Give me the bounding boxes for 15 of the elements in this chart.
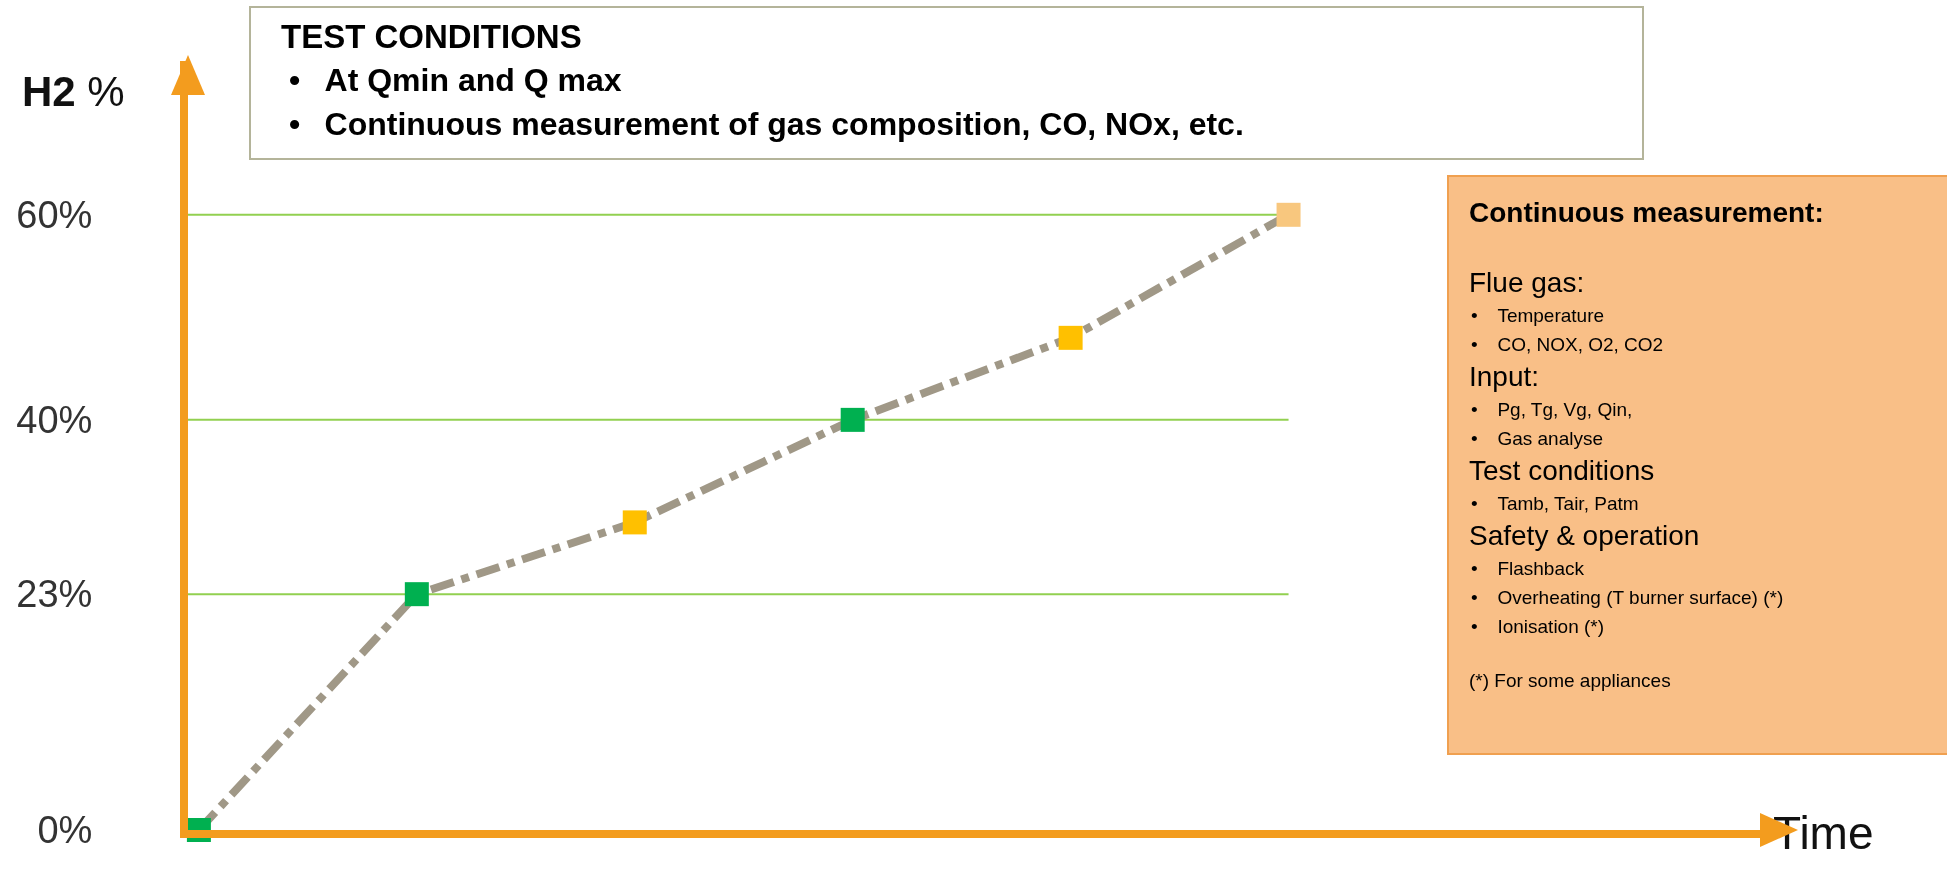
text: Time bbox=[1773, 806, 1874, 860]
annotation: • At Qmin and Q max bbox=[288, 61, 623, 100]
point bbox=[840, 407, 865, 432]
y-tick-label: 23% bbox=[16, 573, 93, 616]
point bbox=[1276, 202, 1301, 227]
y-tick-label: 0% bbox=[37, 809, 93, 852]
point bbox=[622, 510, 647, 535]
annotation: • Continuous measurement of gas composition, CO, NOx, etc. bbox=[288, 105, 1245, 144]
y-axis-title: H2 % bbox=[22, 68, 125, 116]
point bbox=[404, 582, 429, 607]
text-panel: TEST CONDITIONS • At Qmin and Q max • Continuous measurement of gas composition, CO, NOx, etc. bbox=[249, 6, 1644, 160]
point bbox=[1058, 325, 1083, 350]
y-tick-label: 40% bbox=[16, 399, 93, 442]
text-panel: Continuous measurement: Flue gas: • Temperature • CO, NOX, O2, CO2 Input: • Pg, Tg, Vg, Qin, • Gas analyse Test conditions • Tamb, Tair, Patm Safety & operation • Flashback • Overheating (T burner surface) (*) • Ionisation (*) (*) For some appliances bbox=[1447, 175, 1947, 755]
y-tick-label: 60% bbox=[16, 194, 93, 237]
